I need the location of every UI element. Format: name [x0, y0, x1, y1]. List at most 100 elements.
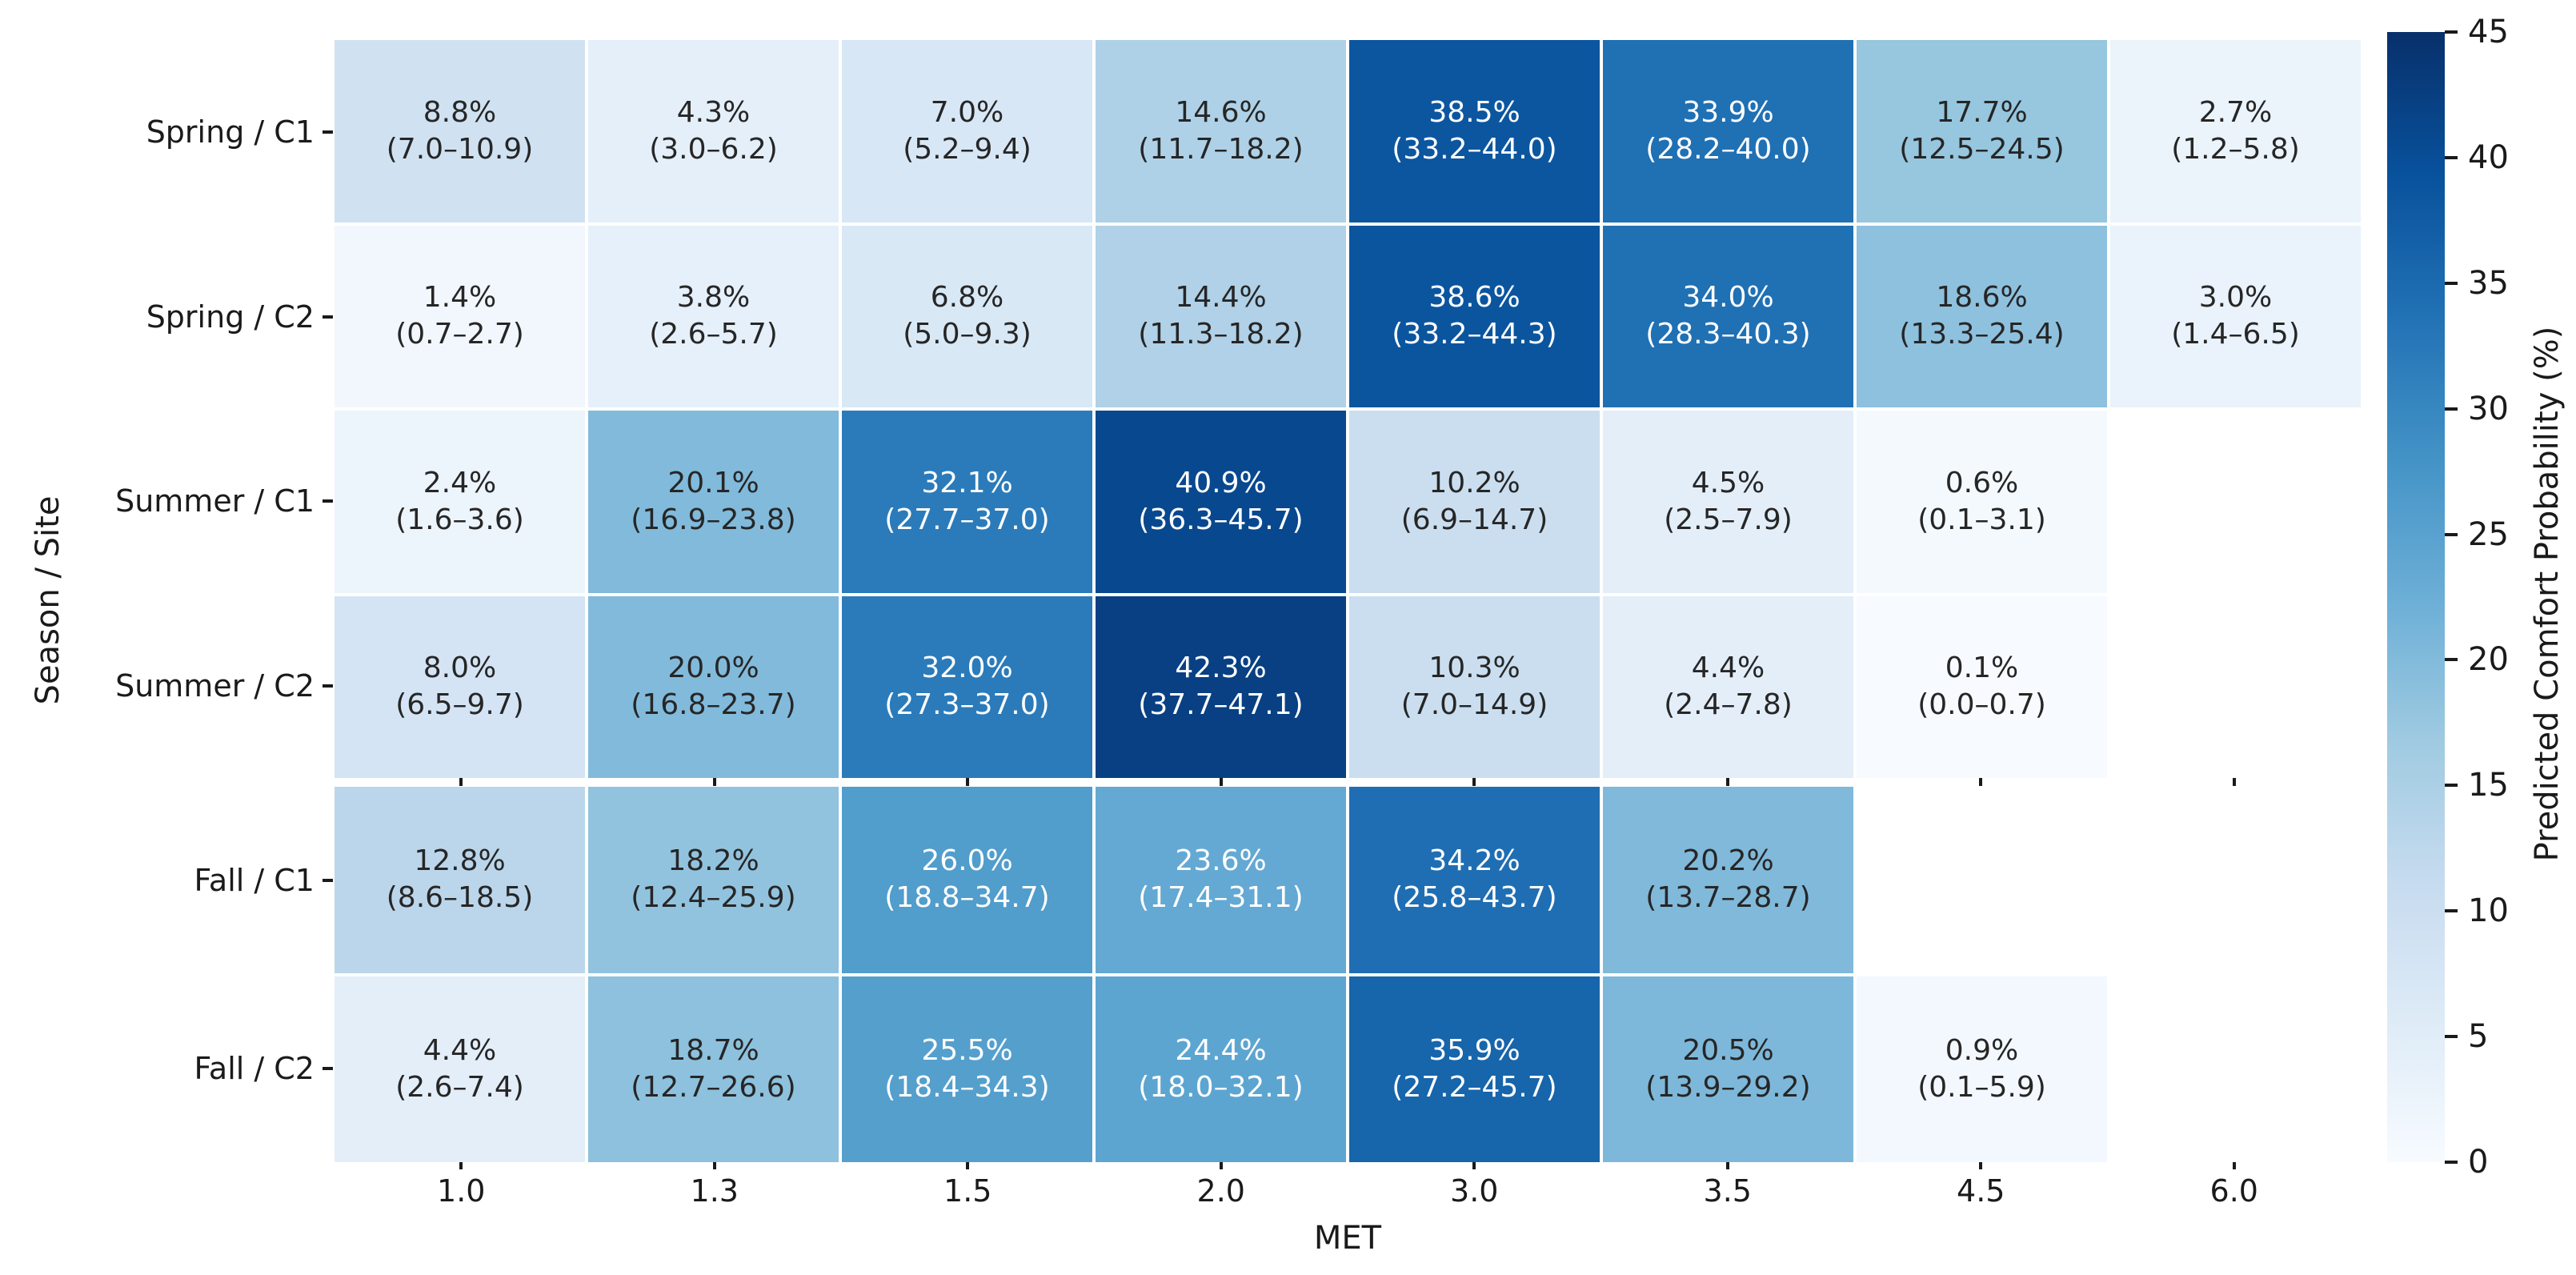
- x-tick-label: 6.0: [2209, 1173, 2258, 1209]
- upper-subplot-x-tick-mark: [1979, 778, 1983, 786]
- heatmap-cell: [2110, 595, 2361, 778]
- cell-percent: 6.8%: [930, 281, 1004, 315]
- heatmap-cell: 17.7% (12.5–24.5): [1857, 40, 2107, 223]
- cell-confidence-interval: (33.2–44.0): [1392, 132, 1557, 166]
- colorbar-tick-label: 45: [2468, 14, 2509, 50]
- colorbar-tick-mark: [2445, 281, 2458, 285]
- cell-confidence-interval: (7.0–10.9): [386, 132, 534, 166]
- heatmap-cell: 3.8% (2.6–5.7): [588, 225, 839, 407]
- heatmap-cell: 4.4% (2.4–7.8): [1603, 595, 1853, 778]
- colorbar-tick-label: 10: [2468, 892, 2509, 930]
- cell-confidence-interval: (37.7–47.1): [1138, 688, 1304, 722]
- heatmap-cell: 8.0% (6.5–9.7): [335, 595, 585, 778]
- cell-confidence-interval: (18.0–32.1): [1138, 1070, 1304, 1104]
- colorbar-tick-label: 5: [2468, 1018, 2489, 1056]
- cell-confidence-interval: (16.8–23.7): [631, 688, 796, 722]
- x-tick-label: 1.3: [690, 1173, 739, 1209]
- cell-confidence-interval: (0.1–3.1): [1917, 503, 2046, 536]
- heatmap-cell: 2.7% (1.2–5.8): [2110, 40, 2361, 223]
- cell-confidence-interval: (6.9–14.7): [1400, 503, 1548, 536]
- cell-confidence-interval: (1.4–6.5): [2171, 318, 2300, 351]
- cell-percent: 35.9%: [1428, 1033, 1520, 1067]
- colorbar-tick-mark: [2445, 784, 2458, 788]
- heatmap-cell: 24.4% (18.0–32.1): [1096, 976, 1346, 1162]
- cell-confidence-interval: (1.6–3.6): [395, 503, 524, 536]
- cell-confidence-interval: (28.2–40.0): [1645, 132, 1811, 166]
- colorbar-tick-mark: [2445, 1035, 2458, 1039]
- cell-percent: 32.1%: [921, 466, 1013, 499]
- heatmap-lower-subplot: 12.8% (8.6–18.5) 18.2% (12.4–25.9) 26.0% (18.…: [335, 787, 2361, 1162]
- heatmap-cell: 3.0% (1.4–6.5): [2110, 225, 2361, 407]
- cell-confidence-interval: (33.2–44.3): [1392, 318, 1557, 351]
- cell-percent: 0.6%: [1945, 466, 2019, 499]
- cell-percent: 10.2%: [1428, 466, 1520, 499]
- upper-subplot-x-tick-mark: [712, 778, 716, 786]
- lower-subplot-x-tick-mark: [966, 1162, 970, 1169]
- cell-confidence-interval: (11.3–18.2): [1138, 318, 1304, 351]
- cell-confidence-interval: (8.6–18.5): [386, 881, 534, 915]
- cell-confidence-interval: (2.5–7.9): [1664, 503, 1793, 536]
- heatmap-cell: 2.4% (1.6–3.6): [335, 411, 585, 593]
- cell-percent: 42.3%: [1175, 652, 1267, 685]
- heatmap-cell: [2110, 411, 2361, 593]
- colorbar-tick-label: 20: [2468, 641, 2509, 679]
- heatmap-cell: 33.9% (28.2–40.0): [1603, 40, 1853, 223]
- cell-percent: 20.0%: [667, 652, 759, 685]
- cell-percent: 0.1%: [1945, 652, 2019, 685]
- lower-subplot-x-tick-mark: [712, 1162, 716, 1169]
- cell-percent: 20.1%: [667, 466, 759, 499]
- lower-subplot-x-tick-mark: [1472, 1162, 1476, 1169]
- cell-percent: 26.0%: [921, 844, 1013, 878]
- upper-subplot-x-tick-mark: [966, 778, 970, 786]
- cell-percent: 18.6%: [1936, 281, 2028, 315]
- upper-subplot-x-tick-mark: [2232, 778, 2236, 786]
- cell-percent: 38.5%: [1428, 95, 1520, 129]
- cell-percent: 1.4%: [423, 281, 497, 315]
- cell-confidence-interval: (27.7–37.0): [884, 503, 1050, 536]
- cell-percent: 8.8%: [423, 95, 497, 129]
- y-tick-label: Spring / C2: [146, 299, 314, 335]
- cell-percent: 4.5%: [1691, 466, 1765, 499]
- cell-confidence-interval: (12.5–24.5): [1899, 132, 2065, 166]
- cell-percent: 2.4%: [423, 466, 497, 499]
- heatmap-cell: 20.0% (16.8–23.7): [588, 595, 839, 778]
- y-tick-label: Summer / C1: [115, 483, 314, 519]
- heatmap-cell: 32.1% (27.7–37.0): [842, 411, 1092, 593]
- lower-subplot-x-tick-mark: [2232, 1162, 2236, 1169]
- heatmap-cell: 7.0% (5.2–9.4): [842, 40, 1092, 223]
- lower-subplot-x-tick-mark: [1979, 1162, 1983, 1169]
- cell-confidence-interval: (11.7–18.2): [1138, 132, 1304, 166]
- cell-confidence-interval: (13.3–25.4): [1899, 318, 2065, 351]
- heatmap-cell: 18.2% (12.4–25.9): [588, 787, 839, 973]
- x-tick-label: 3.5: [1703, 1173, 1752, 1209]
- cell-percent: 18.7%: [667, 1033, 759, 1067]
- lower-subplot-x-tick-mark: [1219, 1162, 1223, 1169]
- y-tick-label: Spring / C1: [146, 114, 314, 150]
- cell-percent: 4.3%: [676, 95, 751, 129]
- cell-confidence-interval: (2.4–7.8): [1664, 688, 1793, 722]
- heatmap-cell: 10.2% (6.9–14.7): [1349, 411, 1600, 593]
- cell-confidence-interval: (2.6–5.7): [649, 318, 778, 351]
- y-tick-label: Summer / C2: [115, 668, 314, 704]
- heatmap-cell: 23.6% (17.4–31.1): [1096, 787, 1346, 973]
- heatmap-cell: 32.0% (27.3–37.0): [842, 595, 1092, 778]
- colorbar-tick-label: 15: [2468, 767, 2509, 804]
- heatmap-cell: [2110, 787, 2361, 973]
- cell-percent: 4.4%: [423, 1033, 497, 1067]
- heatmap-cell: 8.8% (7.0–10.9): [335, 40, 585, 223]
- y-tick-mark: [323, 130, 333, 134]
- x-tick-label: 4.5: [1957, 1173, 2005, 1209]
- cell-confidence-interval: (17.4–31.1): [1138, 881, 1304, 915]
- cell-confidence-interval: (18.8–34.7): [884, 881, 1050, 915]
- colorbar-tick-label: 40: [2468, 138, 2509, 176]
- heatmap-cell: 34.2% (25.8–43.7): [1349, 787, 1600, 973]
- heatmap-cell: [1857, 787, 2107, 973]
- heatmap-cell: 0.6% (0.1–3.1): [1857, 411, 2107, 593]
- upper-subplot-x-tick-mark: [1219, 778, 1223, 786]
- cell-percent: 38.6%: [1428, 281, 1520, 315]
- heatmap-cell: 20.1% (16.9–23.8): [588, 411, 839, 593]
- heatmap-cell: 1.4% (0.7–2.7): [335, 225, 585, 407]
- x-tick-label: 3.0: [1450, 1173, 1499, 1209]
- cell-percent: 34.0%: [1682, 281, 1774, 315]
